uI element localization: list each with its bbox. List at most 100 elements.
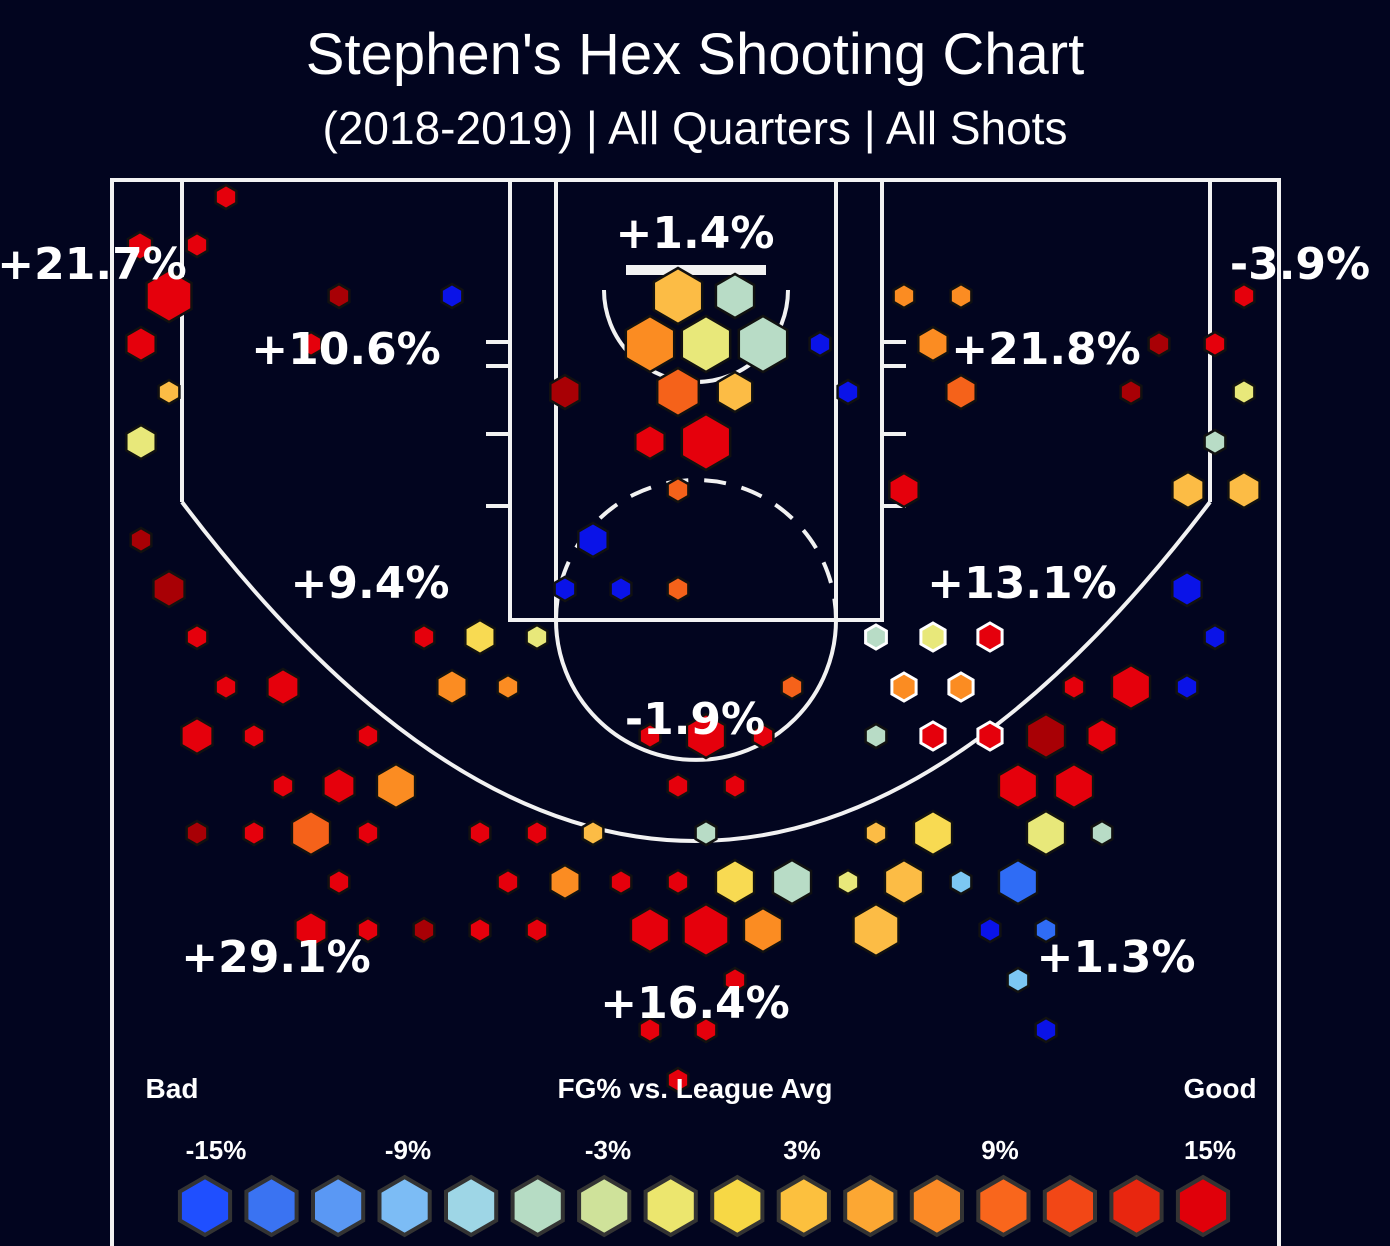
shot-hex xyxy=(714,858,756,906)
shot-hex xyxy=(917,325,949,363)
shot-hex xyxy=(1034,916,1058,944)
shot-hex xyxy=(1203,330,1227,358)
shot-hex xyxy=(997,762,1039,810)
shot-hex xyxy=(468,916,492,944)
shot-hex xyxy=(737,314,789,374)
shot-hex xyxy=(214,673,238,701)
legend-swatch xyxy=(643,1174,698,1238)
shot-hex xyxy=(525,916,549,944)
shot-hex xyxy=(919,621,947,653)
shot-hex xyxy=(682,902,730,958)
shot-hex xyxy=(638,722,662,750)
shot-hex xyxy=(652,266,704,326)
shot-hex xyxy=(581,819,605,847)
shot-hex xyxy=(496,673,520,701)
shot-hex xyxy=(356,916,380,944)
shot-hex xyxy=(780,673,804,701)
shot-hex xyxy=(436,668,468,706)
shot-hex xyxy=(185,623,209,651)
shot-hex xyxy=(888,471,920,509)
shot-hex xyxy=(1203,623,1227,651)
shot-hex xyxy=(322,766,356,806)
shot-hex xyxy=(771,858,813,906)
chart-title: Stephen's Hex Shooting Chart xyxy=(306,22,1084,87)
shot-hex xyxy=(949,868,973,896)
shot-hex xyxy=(356,819,380,847)
legend: Bad FG% vs. League Avg Good -15% -9% -3% 3%… xyxy=(146,1073,1257,1238)
shot-hex xyxy=(864,623,888,651)
shot-hex xyxy=(1090,819,1114,847)
shot-hex xyxy=(464,618,496,656)
shot-hex xyxy=(666,476,690,504)
shot-hex xyxy=(1203,428,1227,456)
shot-hex xyxy=(666,575,690,603)
shot-hex xyxy=(1025,712,1067,760)
legend-tick-label: 15% xyxy=(1184,1135,1236,1165)
shot-hex xyxy=(242,722,266,750)
shot-hex xyxy=(751,722,775,750)
shot-hex xyxy=(356,722,380,750)
legend-swatch xyxy=(510,1174,565,1238)
shot-hex xyxy=(525,819,549,847)
shot-hex xyxy=(723,966,747,994)
zone-label: +16.4% xyxy=(600,978,790,1029)
shot-hex xyxy=(214,183,238,211)
legend-swatch xyxy=(909,1174,964,1238)
zone-label: -1.9% xyxy=(625,694,765,745)
legend-swatch xyxy=(1042,1174,1097,1238)
shot-hex xyxy=(949,282,973,310)
shot-hex xyxy=(327,868,351,896)
shot-hex xyxy=(125,325,157,363)
shot-hex xyxy=(716,370,754,414)
shot-hexes xyxy=(125,183,1261,1094)
legend-swatch xyxy=(377,1174,432,1238)
legend-swatch xyxy=(976,1174,1031,1238)
legend-swatch xyxy=(577,1174,632,1238)
legend-swatch xyxy=(776,1174,831,1238)
zone-label: +13.1% xyxy=(927,558,1117,609)
shot-hex xyxy=(680,314,732,374)
legend-tick-label: -15% xyxy=(186,1135,247,1165)
legend-low-label: Bad xyxy=(146,1073,199,1104)
shot-hex xyxy=(634,423,666,461)
zone-label: +9.4% xyxy=(291,558,450,609)
legend-swatches xyxy=(177,1174,1231,1238)
shot-hex xyxy=(655,366,701,418)
shot-hex xyxy=(266,667,300,707)
shot-hex xyxy=(836,868,860,896)
shot-hex xyxy=(976,621,1004,653)
shot-hex xyxy=(525,623,549,651)
legend-swatch xyxy=(1109,1174,1164,1238)
shot-hex xyxy=(609,868,633,896)
shot-hex xyxy=(129,526,153,554)
shot-hex xyxy=(947,671,975,703)
legend-high-label: Good xyxy=(1183,1073,1256,1104)
shot-hex xyxy=(145,268,193,324)
legend-ticks: -15% -9% -3% 3% 9% 15% xyxy=(186,1135,1236,1165)
shot-hex xyxy=(1147,330,1171,358)
chart-subtitle: (2018-2019) | All Quarters | All Shots xyxy=(323,102,1068,154)
shot-hex xyxy=(945,373,977,411)
zone-label: -3.9% xyxy=(1230,239,1370,290)
shot-hex xyxy=(864,722,888,750)
shot-hex xyxy=(694,1016,718,1044)
shot-hex xyxy=(912,809,954,857)
shot-hex xyxy=(1053,762,1095,810)
shot-hex xyxy=(836,378,860,406)
shot-hex xyxy=(327,282,351,310)
shot-hex xyxy=(629,906,671,954)
shot-hex xyxy=(1119,378,1143,406)
legend-swatch xyxy=(710,1174,765,1238)
shot-hex xyxy=(553,575,577,603)
shot-hex xyxy=(157,378,181,406)
shot-hex xyxy=(742,906,784,954)
shot-hex xyxy=(126,230,154,262)
shot-hex xyxy=(271,772,295,800)
shot-hex xyxy=(883,858,925,906)
zone-label: +29.1% xyxy=(181,932,371,983)
shot-hex xyxy=(1034,1016,1058,1044)
three-point-arc xyxy=(180,500,1212,843)
shot-hex xyxy=(978,916,1002,944)
zone-label: +1.4% xyxy=(616,208,775,259)
